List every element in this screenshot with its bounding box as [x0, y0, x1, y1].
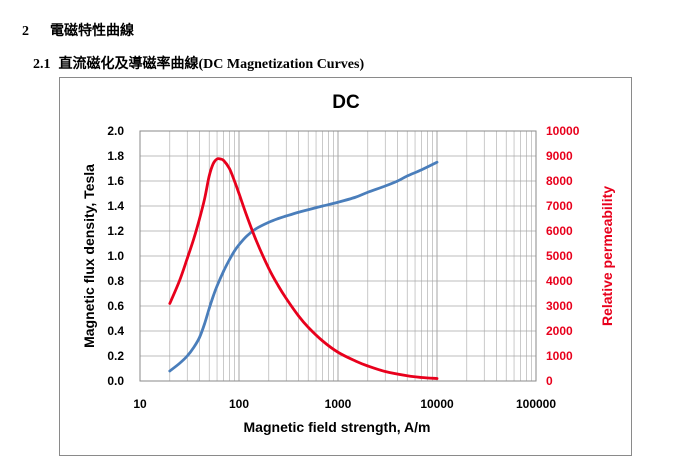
y-tick-label: 2.0	[107, 124, 124, 138]
subsection-number: 2.1	[33, 57, 51, 72]
flux-density-series-line	[168, 160, 439, 373]
y2-axis-title: Relative permeability	[599, 186, 615, 326]
chart-title: DC	[332, 92, 360, 113]
y2-tick-label: 5000	[546, 249, 573, 263]
y2-tick-label: 1000	[546, 349, 573, 363]
section-number: 2	[22, 24, 29, 39]
y-tick-label: 1.8	[107, 149, 124, 163]
y2-tick-label: 6000	[546, 224, 573, 238]
series-group	[168, 157, 439, 380]
x-axis-title: Magnetic field strength, A/m	[244, 419, 431, 435]
y2-tick-label: 9000	[546, 149, 573, 163]
tick-labels: 10 100 1000 10000 1000000.00.20.40.60.81.01.…	[107, 124, 579, 411]
y2-tick-label: 8000	[546, 174, 573, 188]
y-tick-label: 0.4	[107, 324, 124, 338]
y-tick-label: 1.0	[107, 249, 124, 263]
chart-frame	[59, 77, 632, 456]
subsection-title: 直流磁化及導磁率曲線(DC Magnetization Curves)	[58, 57, 365, 72]
y-tick-label: 1.6	[107, 174, 124, 188]
y2-tick-label: 0	[546, 374, 553, 388]
y2-tick-label: 10000	[546, 124, 580, 138]
y-tick-label: 0.0	[107, 374, 124, 388]
y-tick-label: 1.2	[107, 224, 124, 238]
y2-tick-label: 4000	[546, 274, 573, 288]
x-tick-label: 1000	[325, 397, 352, 411]
permeability-series-line	[168, 157, 439, 380]
y-tick-label: 1.4	[107, 199, 124, 213]
x-tick-label: 100000	[516, 397, 556, 411]
subsection-heading: 2.1 直流磁化及導磁率曲線(DC Magnetization Curves)	[33, 53, 364, 73]
grid	[139, 130, 536, 382]
plot-area-border	[139, 130, 537, 382]
x-tick-label: 100	[229, 397, 249, 411]
section-heading: 2 電磁特性曲線	[22, 20, 134, 40]
y-tick-label: 0.6	[107, 299, 124, 313]
y2-tick-label: 3000	[546, 299, 573, 313]
y2-tick-label: 7000	[546, 199, 573, 213]
x-tick-label: 10	[133, 397, 147, 411]
section-title: 電磁特性曲線	[50, 24, 134, 39]
x-tick-label: 10000	[420, 397, 454, 411]
y-axis-title: Magnetic flux density, Tesla	[81, 164, 97, 348]
y2-tick-label: 2000	[546, 324, 573, 338]
y-tick-label: 0.8	[107, 274, 124, 288]
y-tick-label: 0.2	[107, 349, 124, 363]
